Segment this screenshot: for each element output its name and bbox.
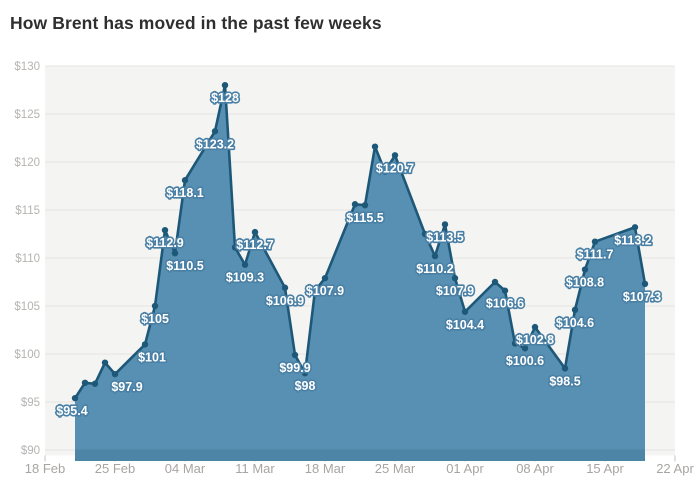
- value-label: $110.5: [166, 259, 204, 273]
- value-label: $97.9: [111, 380, 142, 394]
- data-point-dot: [391, 152, 399, 159]
- value-label: $107.9: [306, 284, 344, 298]
- data-point-dot: [531, 323, 539, 331]
- x-axis-tick-label: 08 Apr: [516, 461, 554, 476]
- data-point-dot: [371, 143, 379, 150]
- data-point-dot: [421, 230, 429, 238]
- data-point-dot: [181, 177, 189, 184]
- value-label: $128: [211, 91, 239, 105]
- data-point-dot: [321, 274, 329, 282]
- x-axis-tick-label: 18 Mar: [305, 461, 346, 476]
- data-point-dot: [281, 284, 289, 291]
- value-label: $112.9: [146, 236, 184, 250]
- value-label: $111.7: [577, 248, 614, 262]
- value-label: $118.1: [166, 186, 204, 200]
- data-point-dot: [631, 224, 639, 231]
- y-axis-tick-label: $90: [21, 445, 40, 457]
- data-point-dot: [491, 278, 499, 286]
- data-point-dot: [351, 201, 359, 208]
- value-label: $113.5: [426, 230, 464, 244]
- value-label: $120.7: [376, 161, 414, 175]
- x-axis-tick-label: 01 Apr: [446, 461, 484, 476]
- value-label: $106.9: [266, 294, 304, 308]
- data-point-dot: [151, 302, 159, 310]
- value-label: $98: [295, 379, 316, 393]
- data-point-dot: [241, 261, 249, 268]
- value-label: $104.4: [446, 318, 484, 332]
- data-point-dot: [111, 370, 119, 378]
- value-label: $100.6: [506, 354, 544, 368]
- x-axis-tick-label: 25 Mar: [375, 461, 416, 476]
- data-point-dot: [161, 226, 169, 234]
- data-point-dot: [381, 168, 389, 175]
- x-axis-tick-label: 11 Mar: [235, 461, 275, 476]
- y-axis-tick-label: $95: [21, 397, 40, 409]
- value-label: $107.9: [436, 284, 474, 298]
- y-axis-tick-label: $115: [15, 205, 40, 217]
- data-point-dot: [431, 252, 439, 260]
- x-axis-tick-label: 22 Apr: [656, 461, 694, 476]
- value-label: $115.5: [346, 211, 384, 225]
- value-label: $113.2: [614, 233, 652, 247]
- value-label: $98.5: [549, 374, 580, 388]
- data-point-dot: [91, 380, 99, 387]
- x-axis-tick-label: 18 Feb: [25, 461, 65, 476]
- y-axis-tick-label: $100: [14, 349, 40, 361]
- data-point-dot: [231, 244, 239, 251]
- data-point-dot: [221, 82, 229, 89]
- value-label: $105: [141, 312, 169, 326]
- y-axis-tick-label: $120: [14, 157, 40, 169]
- data-point-dot: [311, 287, 319, 294]
- value-label: $95.4: [56, 404, 87, 418]
- value-label: $102.8: [516, 333, 554, 347]
- data-point-dot: [71, 394, 79, 402]
- data-point-dot: [581, 266, 589, 273]
- data-point-dot: [641, 280, 649, 288]
- data-point-dot: [101, 359, 109, 366]
- data-point-dot: [591, 238, 599, 245]
- data-point-dot: [461, 308, 469, 315]
- data-point-dot: [291, 351, 299, 359]
- data-point-dot: [301, 370, 309, 377]
- data-point-dot: [441, 221, 449, 228]
- data-point-dot: [251, 228, 259, 236]
- y-axis-tick-label: $105: [14, 301, 40, 313]
- value-label: $101: [138, 350, 166, 364]
- data-point-dot: [561, 365, 569, 372]
- y-axis-tick-label: $130: [14, 61, 40, 73]
- value-label: $123.2: [196, 137, 234, 151]
- x-axis-tick-label: 25 Feb: [95, 461, 135, 476]
- data-point-dot: [571, 306, 579, 314]
- value-label: $99.9: [279, 361, 310, 375]
- value-label: $109.3: [226, 271, 264, 285]
- value-label: $107.3: [623, 290, 661, 304]
- data-point-dot: [81, 379, 89, 386]
- data-point-dot: [501, 287, 509, 294]
- y-axis-tick-label: $125: [14, 109, 40, 121]
- data-point-dot: [171, 250, 179, 257]
- value-label: $104.6: [556, 316, 594, 330]
- value-label: $106.6: [486, 297, 524, 311]
- data-point-dot: [451, 274, 459, 282]
- chart-title: How Brent has moved in the past few week…: [10, 13, 382, 33]
- x-axis-tick-label: 04 Mar: [165, 461, 206, 476]
- y-axis-tick-label: $110: [15, 253, 40, 265]
- value-label: $112.7: [236, 238, 274, 252]
- data-point-dot: [511, 340, 519, 347]
- x-axis-tick-label: 15 Apr: [586, 461, 624, 476]
- value-label: $108.8: [566, 276, 604, 290]
- data-point-dot: [521, 345, 529, 352]
- data-point-dot: [361, 202, 369, 209]
- data-point-dot: [141, 341, 149, 348]
- value-label: $110.2: [416, 262, 454, 276]
- area-fill: [75, 85, 645, 456]
- baseline-strip: [75, 449, 645, 461]
- data-point-dot: [211, 128, 219, 135]
